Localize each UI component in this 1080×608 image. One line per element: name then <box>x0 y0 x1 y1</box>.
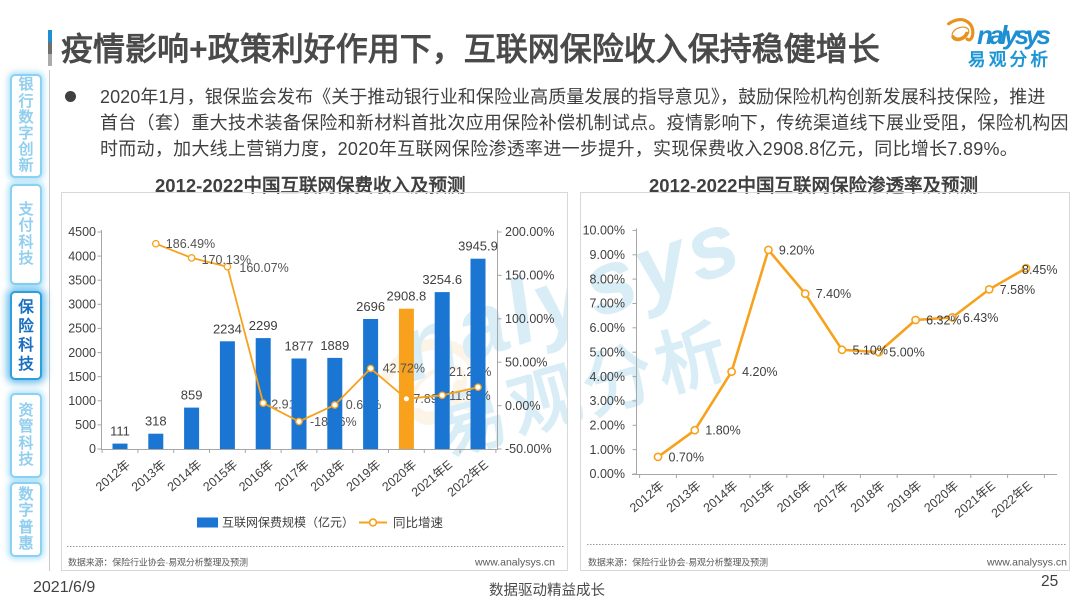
svg-text:200.00%: 200.00% <box>505 225 554 239</box>
svg-text:2014年: 2014年 <box>165 458 205 495</box>
svg-text:6.00%: 6.00% <box>590 321 625 335</box>
svg-text:2016年: 2016年 <box>774 479 814 516</box>
svg-text:42.72%: 42.72% <box>383 362 425 376</box>
svg-text:0.00%: 0.00% <box>505 399 540 413</box>
svg-text:-50.00%: -50.00% <box>505 442 552 456</box>
svg-text:2013年: 2013年 <box>664 479 704 516</box>
svg-text:4500: 4500 <box>68 225 96 239</box>
svg-text:2234: 2234 <box>213 321 242 336</box>
svg-text:2012年: 2012年 <box>627 479 667 516</box>
svg-text:3254.6: 3254.6 <box>422 272 462 287</box>
svg-text:8.00%: 8.00% <box>590 272 625 286</box>
svg-text:4.20%: 4.20% <box>742 365 777 379</box>
svg-text:1.00%: 1.00% <box>590 443 625 457</box>
svg-text:2015年: 2015年 <box>737 479 777 516</box>
svg-text:3000: 3000 <box>68 298 96 312</box>
svg-text:www.analysys.cn: www.analysys.cn <box>986 557 1067 569</box>
svg-text:859: 859 <box>181 388 203 403</box>
svg-text:1877: 1877 <box>285 339 314 354</box>
svg-text:2015年: 2015年 <box>200 458 240 495</box>
svg-text:2299: 2299 <box>249 318 278 333</box>
svg-text:数据来源：保险行业协会·易观分析整理及预测: 数据来源：保险行业协会·易观分析整理及预测 <box>588 557 768 568</box>
svg-text:3945.9: 3945.9 <box>458 239 498 254</box>
svg-text:5.10%: 5.10% <box>853 343 888 357</box>
svg-text:www.analysys.cn: www.analysys.cn <box>474 557 555 569</box>
svg-text:2908.8: 2908.8 <box>387 289 427 304</box>
svg-text:1000: 1000 <box>68 394 96 408</box>
svg-text:nalysys: nalysys <box>977 20 1051 50</box>
svg-text:2500: 2500 <box>68 322 96 336</box>
svg-text:2014年: 2014年 <box>701 479 741 516</box>
svg-text:2012年: 2012年 <box>93 458 133 495</box>
svg-text:2019年: 2019年 <box>344 458 384 495</box>
svg-text:2.00%: 2.00% <box>590 419 625 433</box>
svg-text:50.00%: 50.00% <box>505 355 547 369</box>
svg-text:同比增速: 同比增速 <box>393 515 444 530</box>
svg-text:170.13%: 170.13% <box>202 253 251 267</box>
svg-text:1500: 1500 <box>68 370 96 384</box>
svg-text:2016年: 2016年 <box>236 458 276 495</box>
svg-text:2017年: 2017年 <box>811 479 851 516</box>
svg-text:易观分析: 易观分析 <box>968 50 1049 70</box>
svg-text:10.00%: 10.00% <box>583 224 625 238</box>
svg-text:互联网保费规模（亿元）: 互联网保费规模（亿元） <box>222 515 354 530</box>
svg-text:2018年: 2018年 <box>308 458 348 495</box>
svg-text:4.00%: 4.00% <box>590 370 625 384</box>
svg-text:318: 318 <box>145 414 167 429</box>
svg-text:3500: 3500 <box>68 273 96 287</box>
svg-text:9.00%: 9.00% <box>590 248 625 262</box>
svg-text:100.00%: 100.00% <box>505 312 554 326</box>
svg-text:6.32%: 6.32% <box>926 314 961 328</box>
svg-text:2017年: 2017年 <box>272 458 312 495</box>
svg-text:0.70%: 0.70% <box>669 450 704 464</box>
svg-text:5.00%: 5.00% <box>590 345 625 359</box>
svg-text:7.40%: 7.40% <box>816 287 851 301</box>
svg-text:7.00%: 7.00% <box>590 297 625 311</box>
svg-text:3.00%: 3.00% <box>590 394 625 408</box>
svg-text:4000: 4000 <box>68 249 96 263</box>
svg-text:7.58%: 7.58% <box>1000 283 1035 297</box>
svg-text:9.20%: 9.20% <box>779 243 814 257</box>
svg-text:500: 500 <box>75 418 96 432</box>
svg-text:186.49%: 186.49% <box>166 237 215 251</box>
svg-text:2022年E: 2022年E <box>989 479 1035 521</box>
svg-text:150.00%: 150.00% <box>505 269 554 283</box>
svg-text:5.00%: 5.00% <box>889 346 924 360</box>
svg-text:8.45%: 8.45% <box>1022 263 1057 277</box>
svg-text:数据来源：保险行业协会·易观分析整理及预测: 数据来源：保险行业协会·易观分析整理及预测 <box>68 557 248 568</box>
svg-text:2018年: 2018年 <box>848 479 888 516</box>
svg-text:1.80%: 1.80% <box>705 424 740 438</box>
svg-text:2019年: 2019年 <box>885 479 925 516</box>
svg-text:160.07%: 160.07% <box>239 261 288 275</box>
svg-text:2013年: 2013年 <box>129 458 169 495</box>
svg-text:2696: 2696 <box>356 299 385 314</box>
svg-text:0.00%: 0.00% <box>590 467 625 481</box>
svg-text:6.43%: 6.43% <box>963 311 998 325</box>
svg-text:0: 0 <box>89 442 96 456</box>
svg-text:111: 111 <box>110 424 130 439</box>
svg-text:2000: 2000 <box>68 346 96 360</box>
svg-text:1889: 1889 <box>320 338 349 353</box>
